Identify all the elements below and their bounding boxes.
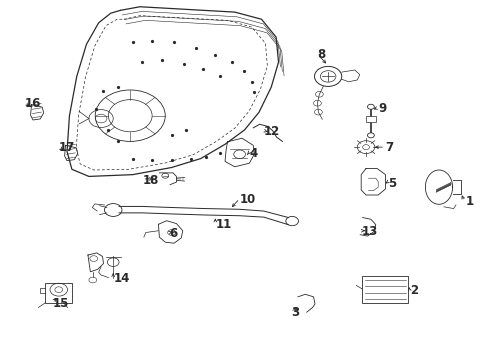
Text: 3: 3 [290, 306, 298, 319]
Circle shape [367, 104, 373, 109]
Bar [45, 283, 72, 303]
Text: 10: 10 [239, 193, 255, 206]
Text: 8: 8 [317, 49, 325, 62]
Text: 9: 9 [377, 102, 386, 115]
Text: 2: 2 [409, 284, 417, 297]
Text: 18: 18 [142, 174, 159, 186]
Circle shape [367, 133, 373, 138]
Text: 4: 4 [249, 147, 257, 160]
Text: 17: 17 [59, 141, 75, 154]
Bar [366, 116, 375, 122]
Text: 15: 15 [52, 297, 69, 310]
Text: 1: 1 [465, 195, 473, 208]
Text: 14: 14 [113, 272, 129, 285]
Bar [362, 276, 407, 302]
Text: 5: 5 [387, 177, 395, 190]
Text: 11: 11 [215, 218, 231, 231]
Text: 12: 12 [264, 125, 280, 138]
Text: 7: 7 [385, 141, 393, 154]
Text: 13: 13 [361, 225, 377, 238]
Text: 6: 6 [169, 227, 177, 240]
Text: 16: 16 [25, 97, 41, 110]
